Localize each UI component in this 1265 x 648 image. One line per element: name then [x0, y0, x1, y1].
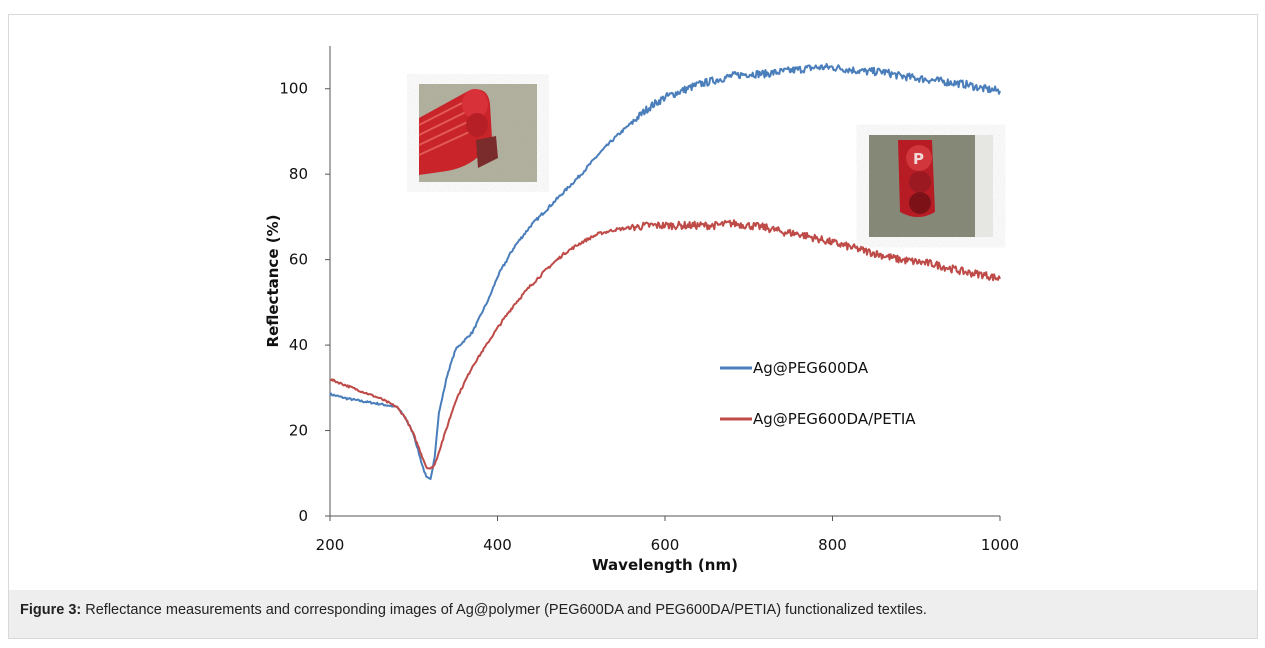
y-tick-label: 100 — [279, 80, 308, 98]
y-tick-label: 0 — [298, 507, 308, 525]
x-tick-label: 600 — [651, 536, 680, 554]
legend-label-2: Ag@PEG600DA/PETIA — [753, 410, 916, 428]
figure-caption: Figure 3: Reflectance measurements and c… — [9, 590, 1257, 638]
x-tick-label: 200 — [316, 536, 345, 554]
svg-text:P: P — [913, 150, 924, 168]
series-line-1 — [329, 63, 1001, 481]
series-line-2 — [329, 219, 1001, 470]
figure-frame — [8, 14, 1258, 639]
caption-text: Reflectance measurements and correspondi… — [81, 602, 927, 618]
x-axis-title: Wavelength (nm) — [592, 556, 738, 574]
x-tick-label: 1000 — [981, 536, 1019, 554]
y-tick-label: 60 — [289, 251, 308, 269]
photo-inset-left — [418, 84, 537, 182]
y-tick-label: 80 — [289, 165, 308, 183]
y-tick-label: 20 — [289, 422, 308, 440]
photo-inset-right: P — [869, 135, 993, 237]
legend-label-1: Ag@PEG600DA — [753, 359, 869, 377]
x-tick-label: 800 — [818, 536, 847, 554]
x-tick-label: 400 — [483, 536, 512, 554]
y-tick-label: 40 — [289, 336, 308, 354]
caption-label: Figure 3: — [20, 602, 82, 618]
y-axis-title: Reflectance (%) — [264, 215, 282, 348]
